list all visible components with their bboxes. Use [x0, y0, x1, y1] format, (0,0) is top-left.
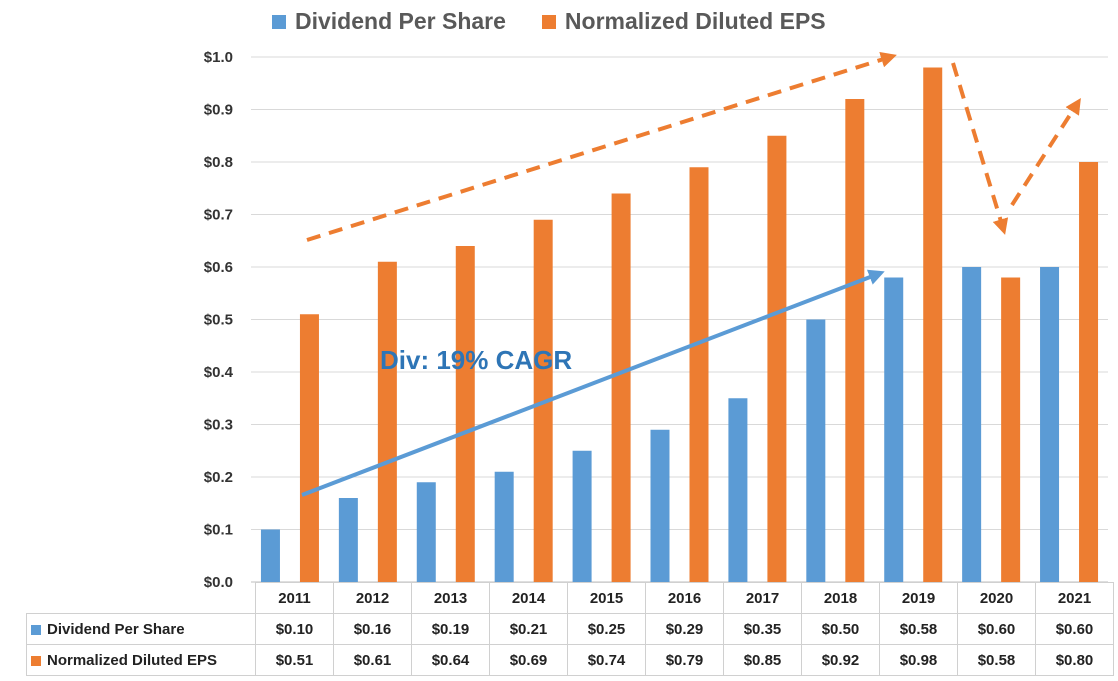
y-tick-label: $0.1 [204, 522, 233, 539]
dividend-bar-2019[interactable] [884, 277, 904, 583]
eps-recovery-arrow [1010, 97, 1081, 207]
chart-legend: Dividend Per Share Normalized Diluted EP… [272, 8, 826, 35]
eps-bar-2012[interactable] [377, 261, 397, 582]
table-cell-dividend: $0.16 [333, 613, 412, 645]
row-label-eps: Normalized Diluted EPS [26, 644, 256, 676]
table-year-2015: 2015 [567, 582, 646, 614]
table-cell-dividend: $0.58 [879, 613, 958, 645]
table-cell-eps: $0.58 [957, 644, 1036, 676]
eps-bar-2011[interactable] [299, 314, 319, 582]
eps-bar-2021[interactable] [1079, 162, 1099, 582]
trend-arrows [301, 52, 1081, 497]
table-cell-eps: $0.85 [723, 644, 802, 676]
table-cell-eps: $0.64 [411, 644, 490, 676]
table-cell-eps: $0.69 [489, 644, 568, 676]
table-cell-dividend: $0.29 [645, 613, 724, 645]
dividend-bar-2016[interactable] [650, 429, 670, 582]
y-tick-label: $0.2 [204, 469, 233, 486]
table-corner [26, 582, 256, 614]
legend-item-dividend[interactable]: Dividend Per Share [272, 8, 506, 35]
table-year-2017: 2017 [723, 582, 802, 614]
legend-item-eps[interactable]: Normalized Diluted EPS [541, 8, 826, 35]
y-tick-label: $1.0 [204, 49, 233, 66]
data-table: 2011 2012 2013 2014 2015 2016 2017 2018 2019 2020… [26, 582, 1114, 676]
bars [260, 67, 1099, 583]
row-label-dividend: Dividend Per Share [26, 613, 256, 645]
eps-growth-arrow [306, 52, 897, 242]
table-year-2020: 2020 [957, 582, 1036, 614]
legend-label-eps: Normalized Diluted EPS [564, 8, 826, 34]
dividend-bar-2021[interactable] [1040, 267, 1060, 582]
dividend-bar-2012[interactable] [338, 498, 358, 582]
dividend-bar-2013[interactable] [416, 482, 436, 582]
table-cell-dividend: $0.19 [411, 613, 490, 645]
table-row-eps: Normalized Diluted EPS $0.51 $0.61 $0.64 $0… [26, 644, 1114, 676]
table-row-dividend: Dividend Per Share $0.10 $0.16 $0.19 $0.21 $… [26, 613, 1114, 645]
table-cell-dividend: $0.25 [567, 613, 646, 645]
y-tick-label: $0.6 [204, 259, 233, 276]
table-cell-dividend: $0.50 [801, 613, 880, 645]
table-year-2011: 2011 [255, 582, 334, 614]
eps-bar-2013[interactable] [455, 246, 475, 582]
bar-chart: $0.0$0.1$0.2$0.3$0.4$0.5$0.6$0.7$0.8$0.9… [204, 49, 1108, 591]
eps-bar-2019[interactable] [923, 67, 943, 583]
eps-bar-2020[interactable] [1001, 277, 1021, 583]
cagr-annotation: Div: 19% CAGR [380, 345, 572, 375]
table-cell-eps: $0.61 [333, 644, 412, 676]
table-cell-dividend: $0.21 [489, 613, 568, 645]
table-year-2013: 2013 [411, 582, 490, 614]
y-tick-label: $0.8 [204, 154, 233, 171]
table-year-2021: 2021 [1035, 582, 1114, 614]
table-year-2016: 2016 [645, 582, 724, 614]
y-tick-label: $0.7 [204, 207, 233, 224]
table-cell-dividend: $0.35 [723, 613, 802, 645]
dividend-bar-2017[interactable] [728, 398, 748, 582]
table-year-2012: 2012 [333, 582, 412, 614]
eps-decline-arrow [951, 62, 1009, 235]
table-cell-dividend: $0.10 [255, 613, 334, 645]
y-tick-label: $0.5 [204, 312, 233, 329]
y-tick-label: $0.9 [204, 102, 233, 119]
dividend-bar-2020[interactable] [962, 267, 982, 582]
legend-swatch-dividend [272, 14, 286, 29]
y-tick-label: $0.4 [204, 364, 234, 381]
dividend-trend-arrow [301, 269, 885, 497]
y-tick-label: $0.3 [204, 417, 233, 434]
row-label-eps-text: Normalized Diluted EPS [47, 651, 218, 669]
table-year-2014: 2014 [489, 582, 568, 614]
eps-bar-2018[interactable] [845, 99, 865, 582]
table-cell-dividend: $0.60 [957, 613, 1036, 645]
eps-bar-2015[interactable] [611, 193, 631, 583]
dividend-bar-2014[interactable] [494, 471, 514, 582]
legend-label-dividend: Dividend Per Share [295, 8, 506, 34]
table-cell-eps: $0.74 [567, 644, 646, 676]
dividend-bar-2018[interactable] [806, 319, 826, 583]
table-year-2019: 2019 [879, 582, 958, 614]
dividend-bar-2011[interactable] [260, 529, 280, 583]
legend-swatch-eps [541, 14, 556, 29]
row-label-dividend-text: Dividend Per Share [47, 620, 185, 638]
table-header-row: 2011 2012 2013 2014 2015 2016 2017 2018 2019 2020… [26, 582, 1114, 614]
table-cell-eps: $0.98 [879, 644, 958, 676]
eps-bar-2017[interactable] [767, 135, 787, 582]
legend-key-dividend [31, 624, 41, 635]
table-cell-eps: $0.51 [255, 644, 334, 676]
legend-key-eps [31, 655, 41, 666]
dividend-bar-2015[interactable] [572, 450, 592, 582]
y-axis: $0.0$0.1$0.2$0.3$0.4$0.5$0.6$0.7$0.8$0.9… [204, 49, 234, 591]
table-cell-eps: $0.80 [1035, 644, 1114, 676]
eps-bar-2016[interactable] [689, 167, 709, 582]
table-cell-eps: $0.79 [645, 644, 724, 676]
table-cell-eps: $0.92 [801, 644, 880, 676]
table-year-2018: 2018 [801, 582, 880, 614]
table-cell-dividend: $0.60 [1035, 613, 1114, 645]
